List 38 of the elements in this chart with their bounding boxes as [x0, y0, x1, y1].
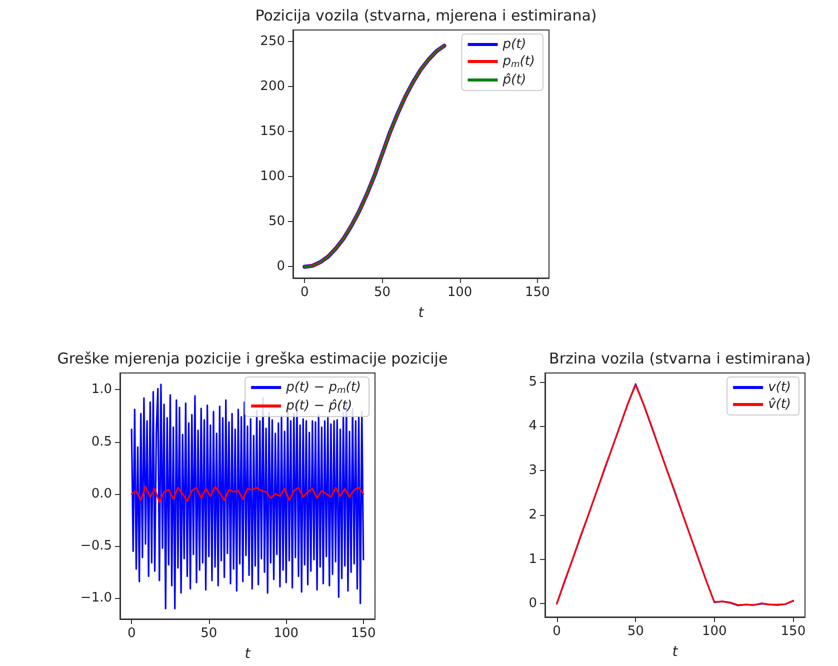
x-tick-label: 150: [350, 626, 376, 641]
y-tick-label: 3: [528, 463, 537, 478]
x-tick-label: 50: [627, 624, 644, 639]
y-tick-label: −0.5: [80, 538, 112, 554]
x-tick-label: 100: [702, 624, 727, 639]
y-tick-label: 0: [276, 259, 285, 274]
legend-label: v̂(t): [768, 397, 792, 412]
y-tick-label: 0.5: [91, 434, 112, 450]
x-axis-title: t: [244, 646, 251, 662]
legend-label: p(t): [502, 37, 526, 52]
y-tick-label: 250: [260, 34, 285, 49]
y-tick-label: 150: [260, 124, 285, 139]
x-tick-label: 50: [374, 285, 390, 300]
y-tick-label: 200: [260, 78, 285, 94]
y-tick-label: −1.0: [80, 590, 112, 606]
chart-title: Pozicija vozila (stvarna, mjerena i estimirana): [255, 6, 597, 24]
x-tick-label: 0: [127, 626, 136, 641]
legend-label: v(t): [768, 380, 792, 395]
chart-title: Brzina vozila (stvarna i estimirana): [549, 350, 811, 368]
x-tick-label: 0: [552, 624, 561, 639]
y-tick-label: 5: [528, 374, 537, 390]
x-tick-label: 0: [300, 285, 309, 300]
y-tick-label: 50: [268, 214, 285, 230]
y-tick-label: 4: [528, 418, 537, 434]
y-tick-label: 0.0: [91, 486, 112, 502]
x-axis-title: t: [418, 305, 424, 321]
y-tick-label: 1: [528, 552, 537, 567]
legend-label: p(t) − p̂(t): [285, 398, 352, 414]
y-tick-label: 1.0: [91, 382, 112, 398]
y-tick-label: 0: [528, 596, 537, 612]
x-axis-title: t: [672, 644, 678, 660]
x-tick-label: 150: [780, 624, 806, 639]
y-tick-label: 2: [528, 507, 537, 522]
x-tick-label: 50: [200, 626, 218, 641]
x-tick-label: 100: [447, 285, 472, 300]
y-tick-label: 100: [260, 169, 285, 184]
chart-title: Greške mjerenja pozicije i greška estimacije pozicije: [57, 350, 448, 368]
legend-label: p̂(t): [502, 72, 526, 88]
